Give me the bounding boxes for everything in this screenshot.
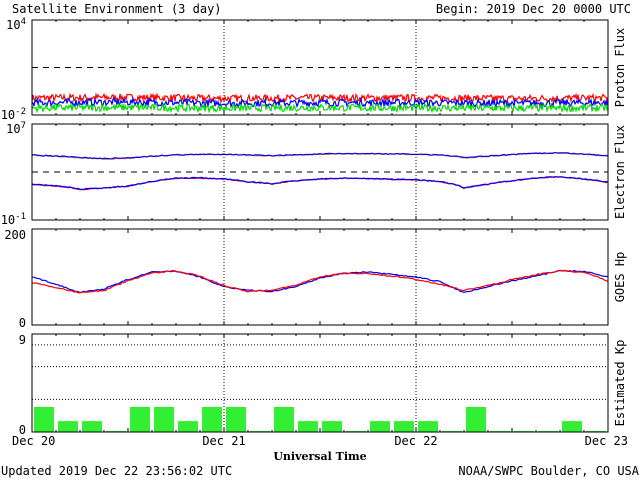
kp-bar bbox=[562, 421, 582, 432]
goes-ytick-top: 200 bbox=[4, 228, 26, 242]
goes-hp-series bbox=[31, 269, 609, 294]
kp-ytick-top: 9 bbox=[19, 333, 26, 347]
kp-bar bbox=[106, 430, 126, 432]
electron-ytick-top: 107 bbox=[6, 121, 26, 136]
goes-hp-series bbox=[32, 269, 609, 294]
goes-hp-frame bbox=[31, 228, 609, 326]
credit-text: NOAA/SWPC Boulder, CO USA bbox=[458, 464, 639, 478]
kp-bar bbox=[178, 421, 198, 432]
goes-hp-ylabel: GOES Hp bbox=[613, 252, 627, 303]
electron-flux-panel bbox=[31, 152, 609, 191]
kp-bar bbox=[154, 406, 174, 432]
goes-ytick-bottom: 0 bbox=[19, 316, 26, 330]
proton-flux-ylabel: Proton Flux bbox=[613, 28, 627, 107]
goes-hp-panel bbox=[31, 269, 609, 294]
kp-frame bbox=[31, 333, 609, 433]
proton-flux-panel bbox=[31, 67, 609, 114]
kp-ytick-bottom: 0 bbox=[19, 423, 26, 437]
chart-title: Satellite Environment (3 day) bbox=[12, 2, 222, 16]
kp-bar bbox=[538, 430, 558, 432]
updated-timestamp: Updated 2019 Dec 22 23:56:02 UTC bbox=[1, 464, 233, 478]
kp-bar bbox=[34, 406, 54, 432]
kp-bar bbox=[394, 421, 414, 432]
kp-ylabel: Estimated Kp bbox=[613, 340, 627, 427]
kp-bar bbox=[82, 421, 102, 432]
kp-bar bbox=[250, 430, 270, 432]
kp-bar bbox=[466, 406, 486, 432]
kp-bar bbox=[226, 406, 246, 432]
kp-bar bbox=[298, 421, 318, 432]
proton-ytick-top: 104 bbox=[6, 17, 26, 32]
electron-flux-series bbox=[31, 152, 609, 160]
kp-bar bbox=[130, 406, 150, 432]
kp-bar bbox=[586, 430, 606, 432]
kp-bar bbox=[274, 406, 294, 432]
kp-bar bbox=[442, 430, 462, 432]
kp-bar bbox=[202, 406, 222, 432]
xaxis-label: Universal Time bbox=[273, 450, 367, 463]
kp-bar bbox=[418, 421, 438, 432]
kp-bar bbox=[370, 421, 390, 432]
kp-bar bbox=[490, 430, 510, 432]
electron-flux-series bbox=[31, 176, 609, 190]
proton-flux-series bbox=[31, 102, 609, 114]
electron-flux-frame bbox=[31, 123, 609, 221]
kp-bar bbox=[514, 430, 534, 432]
begin-date: Begin: 2019 Dec 20 0000 UTC bbox=[435, 2, 631, 16]
proton-flux-series bbox=[31, 92, 609, 104]
kp-bar bbox=[322, 421, 342, 432]
electron-flux-ylabel: Electron Flux bbox=[613, 125, 627, 219]
proton-flux-frame bbox=[31, 19, 609, 116]
kp-bar bbox=[58, 421, 78, 432]
electron-ytick-bottom: 10-1 bbox=[1, 212, 26, 227]
xtick-label: Dec 22 bbox=[394, 434, 437, 448]
proton-ytick-bottom: 10-2 bbox=[1, 107, 26, 122]
xtick-label: Dec 21 bbox=[202, 434, 245, 448]
proton-flux-series bbox=[31, 96, 609, 109]
kp-panel bbox=[32, 344, 608, 432]
xtick-label: Dec 20 bbox=[12, 434, 55, 448]
xtick-label: Dec 23 bbox=[585, 434, 628, 448]
kp-bar bbox=[346, 430, 366, 432]
